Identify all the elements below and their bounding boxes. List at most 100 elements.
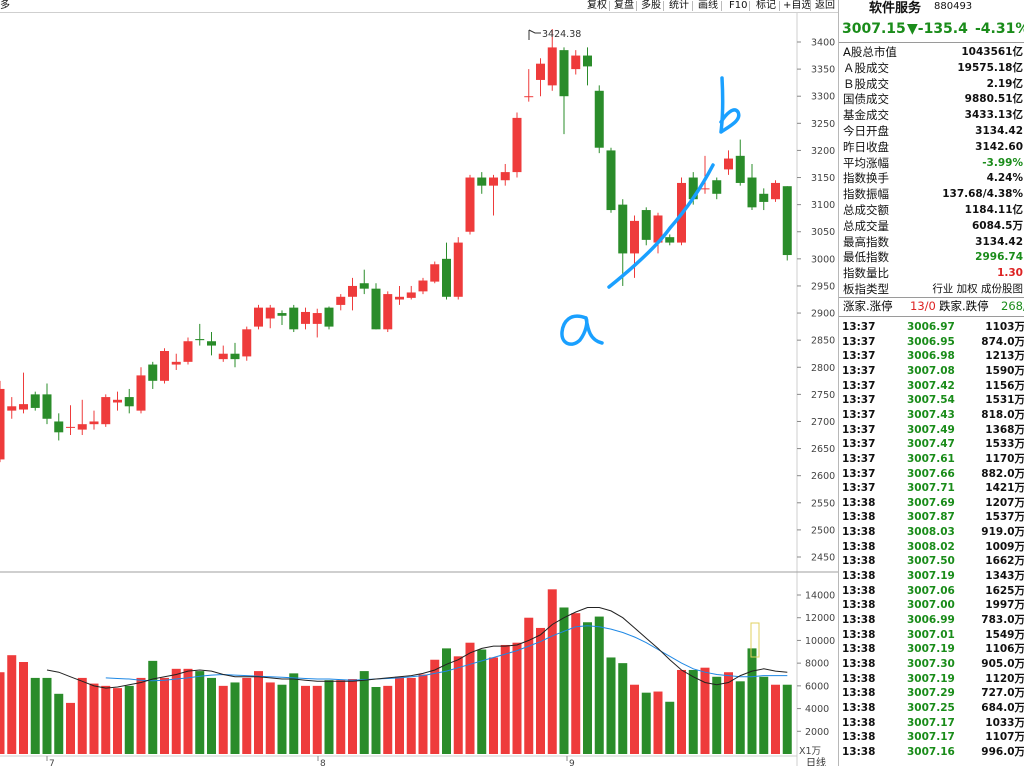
toolbar-multistock-button[interactable]: 多股 — [641, 0, 661, 11]
volume-ma10-line — [105, 625, 788, 682]
tick-row: 13:38 3007.19 1343万 — [839, 569, 1024, 584]
volume-bar — [477, 649, 487, 754]
stat-value: 6084.5万 — [971, 219, 1023, 232]
candle-body — [7, 406, 17, 411]
candle-body — [42, 394, 52, 419]
price-tick-label: 3000 — [811, 254, 835, 265]
tick-time: 13:37 — [842, 423, 876, 436]
up-count-label: 涨家.涨停 — [843, 299, 893, 313]
volume-bar — [395, 676, 404, 754]
toolbar-mark-button[interactable]: 标记 — [756, 0, 776, 11]
toolbar-fupan-button[interactable]: 复盘 — [614, 0, 634, 11]
volume-tick-label: 6000 — [805, 681, 829, 692]
tick-time: 13:37 — [842, 364, 876, 377]
volume-bar — [124, 685, 134, 754]
stat-value: 9880.51亿 — [964, 93, 1023, 106]
toolbar-back-button[interactable]: 返回 — [815, 0, 835, 11]
stat-value: -3.99% — [982, 156, 1023, 169]
volume-bar — [665, 701, 675, 754]
tick-price: 3007.71 — [907, 482, 955, 495]
tick-row: 13:37 3007.54 1531万 — [839, 393, 1024, 408]
candle-body — [630, 220, 639, 254]
toolbar-drawline-button[interactable]: 画线 — [698, 0, 718, 11]
tick-volume: 1009万 — [985, 540, 1024, 553]
tick-price: 3007.49 — [907, 423, 955, 436]
candle-body — [160, 351, 169, 381]
toolbar-f10-button[interactable]: F10 — [729, 0, 748, 11]
tick-price: 3007.30 — [907, 657, 955, 670]
candle-body — [747, 177, 757, 208]
tick-row: 13:37 3007.08 1590万 — [839, 364, 1024, 379]
toolbar-fuquan-button[interactable]: 复权 — [587, 0, 607, 11]
tick-price: 3008.03 — [907, 526, 955, 539]
date-axis: 7 8 9 — [46, 756, 575, 766]
security-name: 软件服务 — [869, 1, 922, 16]
candle-body — [430, 264, 440, 282]
price-tick-label: 2700 — [811, 417, 835, 428]
volume-bar — [77, 677, 87, 754]
tick-time: 13:38 — [842, 628, 876, 641]
volume-bar — [524, 617, 534, 754]
candle-body — [218, 353, 228, 360]
date-tick-label: 9 — [569, 759, 575, 766]
candle-body — [712, 180, 722, 194]
tick-time: 13:37 — [842, 335, 876, 348]
tick-volume: 1421万 — [985, 482, 1024, 495]
tick-price: 3006.95 — [907, 335, 955, 348]
toolbar-separator — [779, 1, 780, 11]
tick-time: 13:37 — [842, 321, 876, 333]
tick-volume: 1103万 — [985, 321, 1024, 333]
tick-price: 3007.66 — [907, 467, 955, 480]
candle-body — [559, 50, 569, 97]
volume-bar — [559, 607, 569, 754]
candle-body — [406, 292, 416, 298]
tick-row: 13:38 3007.25 684.0万 — [839, 701, 1024, 716]
chart-frame — [0, 12, 838, 766]
volume-bar — [536, 627, 545, 754]
price-tick-label: 3200 — [811, 146, 835, 157]
volume-bar — [430, 659, 440, 754]
price-change: ▼-135.4 — [907, 21, 968, 37]
candlestick-series — [0, 28, 792, 463]
volume-bar — [66, 702, 75, 754]
tick-price: 3007.87 — [907, 511, 955, 524]
price-tick-label: 3400 — [811, 38, 835, 49]
price-tick-label: 2850 — [811, 336, 835, 347]
tick-volume: 1033万 — [985, 716, 1024, 729]
tick-row: 13:38 3007.17 1033万 — [839, 716, 1024, 731]
toolbar-add-watchlist-button[interactable]: +自选 — [783, 0, 812, 11]
candle-body — [277, 313, 287, 316]
candle-body — [89, 421, 99, 425]
volume-bar — [301, 685, 310, 754]
volume-bar — [782, 684, 792, 754]
volume-bar — [148, 660, 158, 754]
up-count-value: 13/0 — [910, 299, 936, 313]
toolbar-more-label[interactable]: 多 — [0, 0, 10, 11]
stat-value: 2.19亿 — [986, 77, 1023, 90]
candle-body — [289, 307, 299, 330]
volume-bar — [747, 648, 757, 754]
kline-chart[interactable]: 2450 2500 2550 2600 2650 2700 2750 2800 2850 2900… — [0, 12, 838, 766]
volume-bar — [512, 642, 522, 754]
volume-bar — [312, 685, 322, 754]
candle-body — [77, 424, 87, 430]
tick-volume: 874.0万 — [981, 335, 1024, 348]
volume-bar — [442, 648, 451, 754]
candle-body — [512, 117, 522, 173]
price-tick-label: 2450 — [811, 553, 835, 564]
volume-bar — [571, 613, 581, 754]
toolbar-stats-button[interactable]: 统计 — [669, 0, 689, 11]
candle-body — [183, 341, 193, 362]
tick-price: 3007.43 — [907, 408, 955, 421]
hand-drawn-trendline — [607, 163, 715, 289]
tick-time: 13:37 — [842, 408, 876, 421]
stat-row: 国债成交 9880.51亿 — [841, 92, 1024, 107]
volume-bar — [265, 682, 275, 754]
toolbar-separator — [810, 1, 811, 11]
tick-price: 3006.98 — [907, 350, 955, 363]
toolbar-separator — [609, 1, 610, 11]
tick-row: 13:38 3007.17 1107万 — [839, 730, 1024, 745]
candle-body — [242, 329, 252, 357]
tick-row: 13:38 3007.30 905.0万 — [839, 657, 1024, 672]
candle-body — [453, 242, 463, 297]
